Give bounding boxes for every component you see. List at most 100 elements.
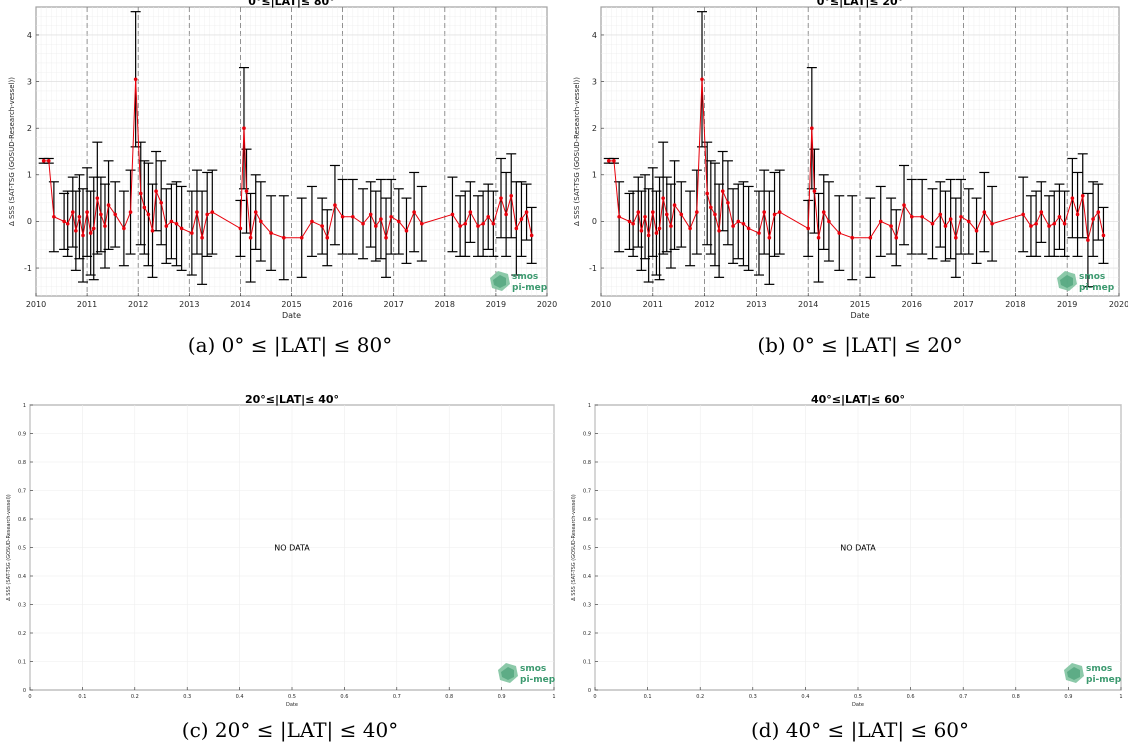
data-point	[509, 193, 514, 198]
x-tick-label: 0.4	[801, 694, 809, 700]
y-tick-label: 4	[27, 31, 32, 40]
data-point	[91, 226, 96, 231]
y-tick-label: 1	[588, 403, 591, 409]
y-tick-label: 4	[592, 31, 597, 40]
y-tick-label: 0.7	[583, 488, 591, 494]
data-point	[746, 226, 751, 231]
data-point	[705, 191, 709, 196]
data-point	[269, 231, 273, 235]
y-tick-label: 0.5	[583, 545, 591, 551]
data-point	[664, 212, 669, 217]
data-point	[150, 228, 155, 233]
chart-panel-b: 2010 2011 2012 2013 2014 2015 2016 2017 2018 2019…	[565, 0, 1128, 330]
data-point	[762, 210, 766, 214]
x-tick-label: 2018	[435, 300, 455, 309]
data-point	[238, 226, 243, 231]
data-point	[299, 235, 304, 240]
data-point	[948, 217, 953, 221]
data-point	[374, 224, 378, 228]
logo-shape	[1060, 275, 1073, 288]
grid	[35, 6, 548, 297]
logo-shape	[493, 275, 506, 288]
y-axis-label: Δ SSS (SAT-TSG (GOSUD-Research-vessel))	[8, 77, 16, 226]
data-point	[837, 231, 842, 235]
x-tick-label: 2014	[230, 300, 250, 309]
data-point	[777, 210, 782, 214]
data-point	[878, 219, 883, 224]
data-point	[524, 210, 529, 214]
data-point	[463, 221, 468, 226]
y-tick-label: 0	[23, 688, 26, 694]
data-point	[195, 210, 199, 214]
y-tick-label: 1	[23, 403, 26, 409]
logo-text: pi-mep	[520, 675, 556, 685]
x-tick-label: 2013	[746, 300, 766, 309]
x-tick-label: 0.8	[1012, 694, 1020, 700]
smos-pimep-logo-icon: smos pi-mep	[1055, 268, 1115, 298]
x-tick-label: 2015	[850, 300, 870, 309]
smos-pimep-logo-icon: smos pi-mep	[1062, 660, 1122, 690]
data-point	[966, 219, 971, 224]
data-point	[529, 233, 534, 238]
data-point	[631, 221, 635, 226]
data-point	[741, 221, 746, 226]
data-point	[138, 191, 143, 196]
y-tick-label: 0.3	[18, 602, 26, 608]
chart-title: 0°≤|LAT|≤ 20°	[817, 0, 903, 8]
no-data-annotation: NO DATA	[840, 544, 876, 553]
y-tick-label: 0.5	[18, 545, 26, 551]
y-axis-label: Δ SSS (SAT-TSG (GOSUD-Research-vessel))	[6, 494, 12, 601]
logo-text: pi-mep	[1086, 675, 1122, 685]
data-point	[772, 212, 777, 217]
data-point	[458, 224, 462, 228]
data-point	[974, 228, 979, 233]
data-point	[62, 219, 66, 224]
y-tick-label: 2	[592, 124, 597, 133]
caption-b: (b) 0° ≤ |LAT| ≤ 20°	[757, 333, 963, 357]
smos-pimep-logo-icon: smos pi-mep	[496, 660, 556, 690]
data-point	[959, 214, 963, 219]
data-point	[827, 219, 831, 224]
data-point	[486, 214, 491, 219]
x-tick-label: 0.3	[749, 694, 757, 700]
data-point	[1091, 217, 1095, 221]
chart-b: 2010 2011 2012 2013 2014 2015 2016 2017 2018 2019…	[573, 0, 1128, 320]
data-point	[103, 224, 107, 228]
y-tick-label: 1	[27, 171, 32, 180]
data-point	[639, 228, 644, 233]
x-axis-label: Date	[852, 702, 864, 708]
x-tick-label: 2011	[77, 300, 97, 309]
x-tick-label: 2014	[798, 300, 818, 309]
chart-panel-a: 2010 2011 2012 2013 2014 2015 2016 2017 2018 2019…	[0, 0, 560, 330]
data-point	[889, 224, 893, 228]
x-tick-label: 0.3	[183, 694, 191, 700]
y-tick-label: 0.9	[18, 431, 26, 437]
series	[38, 11, 537, 285]
logo-text: pi-mep	[512, 283, 548, 293]
y-tick-label: 3	[27, 77, 32, 86]
data-point	[368, 212, 373, 217]
y-tick-label: 0	[27, 217, 32, 226]
data-point	[259, 219, 263, 224]
x-tick-label: 0.8	[445, 694, 453, 700]
data-point	[164, 224, 169, 228]
grid	[594, 404, 1122, 691]
data-point	[669, 224, 673, 228]
data-point	[205, 212, 209, 217]
data-point	[920, 214, 924, 219]
x-tick-label: 1	[552, 694, 555, 700]
logo-text: smos	[1079, 272, 1105, 282]
y-tick-label: 3	[592, 77, 597, 86]
data-point	[404, 228, 409, 233]
chart-c: 0 0.1 0.2 0.3 0.4 0.5 0.6 0.7 0.8 0.9 1 0 0.1 0.2 0.3 0…	[6, 393, 556, 708]
data-point	[1080, 193, 1085, 198]
chart-title: 40°≤|LAT|≤ 60°	[811, 393, 905, 406]
data-point	[643, 214, 647, 219]
data-point	[695, 210, 699, 214]
grid	[29, 404, 555, 691]
data-point	[943, 224, 948, 228]
chart-panel-d: 0 0.1 0.2 0.3 0.4 0.5 0.6 0.7 0.8 0.9 1 0 0.1 0.2 0.3 0…	[565, 382, 1128, 712]
data-point	[128, 210, 133, 214]
data-point	[651, 210, 655, 214]
smos-pimep-logo-icon: smos pi-mep	[488, 268, 548, 298]
